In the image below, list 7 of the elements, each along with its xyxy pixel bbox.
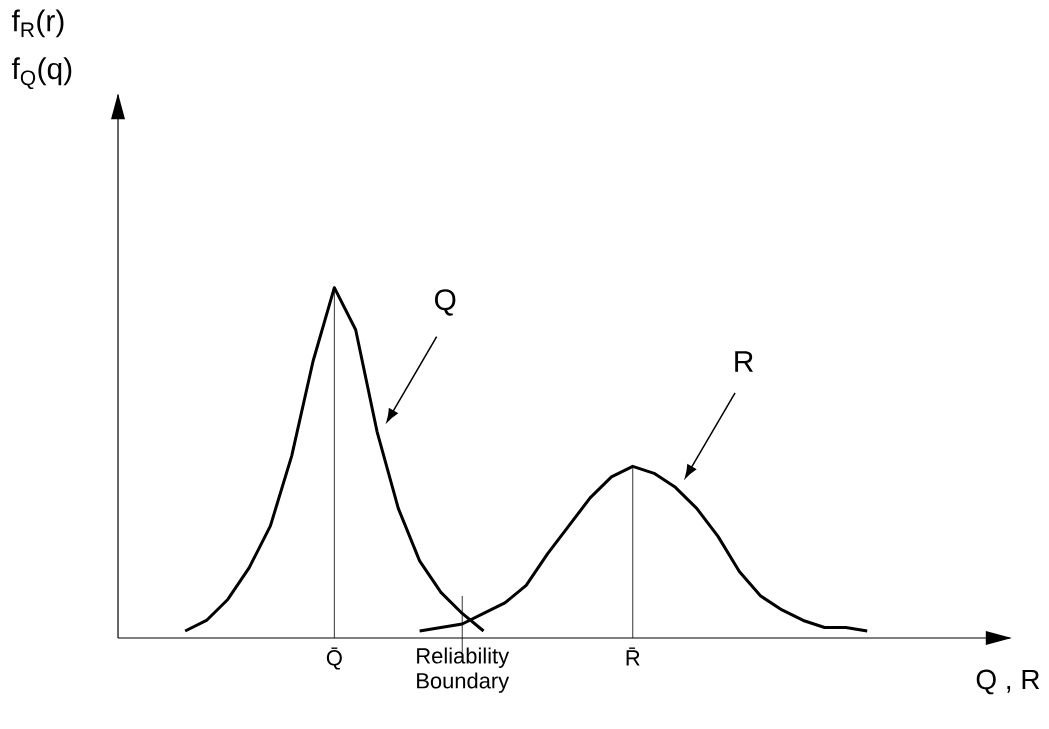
text: Q — [434, 289, 456, 316]
x-tick-label: Reliability Boundary — [417, 647, 510, 693]
text: Q , R — [976, 669, 1040, 695]
text: R — [735, 351, 753, 372]
text: f$_{R}$(r) f$_{Q}$(q) — [11, 9, 72, 89]
x-tick-label: R̄ — [626, 647, 640, 666]
x-tick-label: Q̄ — [326, 647, 342, 670]
